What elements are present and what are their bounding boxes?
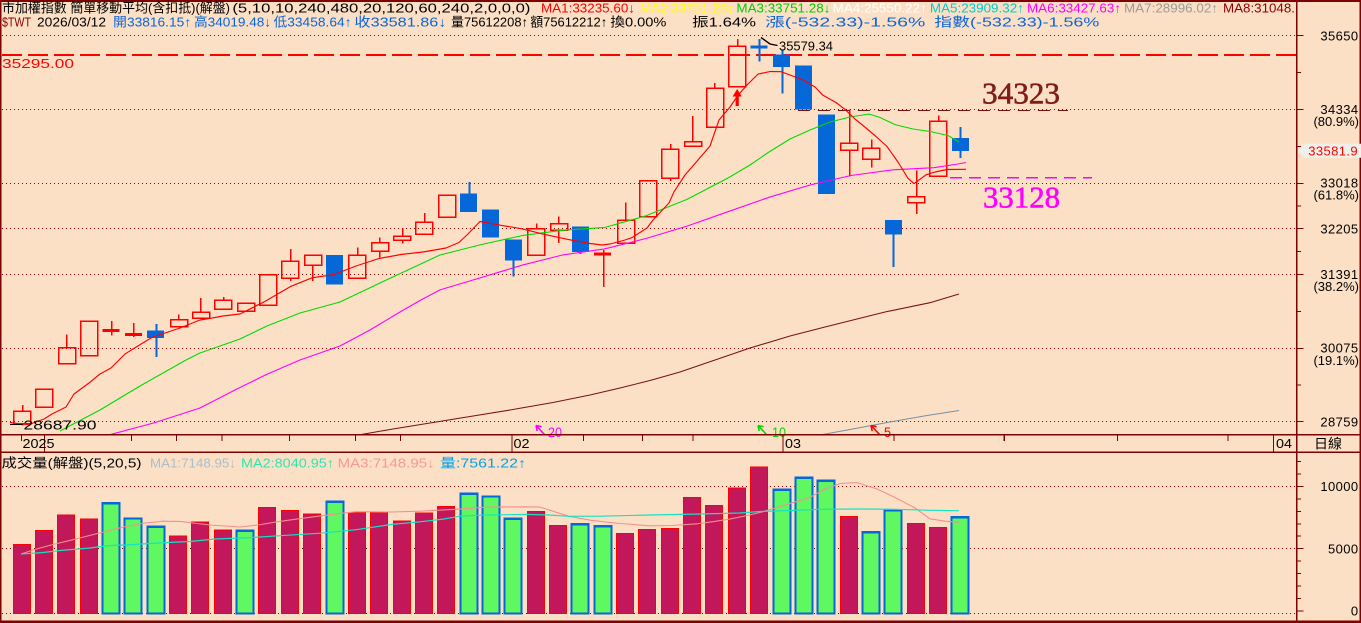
svg-text:2025: 2025: [23, 436, 55, 451]
svg-text:30075: 30075: [1320, 341, 1358, 356]
svg-text:MA6:33427.63↑: MA6:33427.63↑: [1027, 1, 1121, 16]
svg-text:MA3:7148.95↓: MA3:7148.95↓: [338, 456, 435, 471]
svg-text:10000: 10000: [1320, 479, 1358, 494]
svg-text:額75612212↑: 額75612212↑: [530, 15, 607, 30]
svg-text:34323: 34323: [982, 76, 1060, 111]
svg-text:28687.90: 28687.90: [24, 418, 97, 433]
svg-text:指數(-532.33)-1.56%: 指數(-532.33)-1.56%: [934, 15, 1100, 30]
svg-text:03: 03: [785, 436, 801, 451]
svg-text:35295.00: 35295.00: [2, 56, 74, 71]
svg-text:換0.00%: 換0.00%: [610, 15, 666, 30]
svg-text:$TWT: $TWT: [2, 15, 31, 30]
svg-text:MA1:33235.60↓: MA1:33235.60↓: [541, 1, 635, 16]
svg-text:成交量(解盤)(5,20,5): 成交量(解盤)(5,20,5): [2, 456, 142, 471]
svg-text:MA4:25550.22↑: MA4:25550.22↑: [833, 1, 927, 16]
svg-text:31391: 31391: [1320, 267, 1358, 282]
svg-text:0: 0: [1351, 604, 1359, 619]
svg-text:35650: 35650: [1320, 28, 1358, 43]
svg-text:MA5:23909.32↑: MA5:23909.32↑: [930, 1, 1024, 16]
svg-text:量75612208↑: 量75612208↑: [451, 15, 528, 30]
svg-text:33581.9: 33581.9: [1308, 144, 1358, 159]
svg-text:32205: 32205: [1320, 221, 1358, 236]
svg-text:日線: 日線: [1314, 437, 1343, 452]
svg-text:MA3:33751.28↓: MA3:33751.28↓: [736, 1, 830, 16]
svg-text:(80.9%): (80.9%): [1313, 114, 1359, 129]
svg-text:(38.2%): (38.2%): [1313, 279, 1359, 294]
svg-text:振1.64%: 振1.64%: [692, 15, 757, 30]
svg-text:5000: 5000: [1328, 541, 1359, 556]
svg-text:33128: 33128: [983, 180, 1060, 215]
svg-text:量:7561.22↑: 量:7561.22↑: [440, 456, 526, 471]
svg-text:(61.8%): (61.8%): [1313, 188, 1359, 203]
svg-text:35579.34: 35579.34: [779, 39, 833, 54]
svg-text:收33581.86↓: 收33581.86↓: [354, 15, 446, 30]
svg-text:MA2:8040.95↑: MA2:8040.95↑: [241, 456, 334, 471]
svg-text:高34019.48↓: 高34019.48↓: [194, 15, 271, 30]
svg-text:33018: 33018: [1320, 176, 1358, 191]
svg-text:(5,10,10,240,480,20,120,60,240: (5,10,10,240,480,20,120,60,240,2,0,0,0): [232, 1, 530, 16]
svg-text:MA2:33751.28↓: MA2:33751.28↓: [640, 1, 734, 16]
svg-text:開33816.15↑: 開33816.15↑: [113, 15, 191, 30]
svg-text:28759: 28759: [1320, 415, 1358, 430]
svg-text:MA8:31048.: MA8:31048.: [1223, 1, 1295, 16]
svg-text:市加權指數 簡單移動平均(含扣抵)(解盤): 市加權指數 簡單移動平均(含扣抵)(解盤): [2, 1, 230, 16]
svg-text:MA7:28996.02↑: MA7:28996.02↑: [1124, 1, 1218, 16]
svg-text:(19.1%): (19.1%): [1313, 353, 1359, 368]
svg-text:04: 04: [1276, 436, 1292, 451]
svg-text:20: 20: [548, 424, 562, 440]
svg-text:34334: 34334: [1320, 102, 1358, 117]
svg-text:低33458.64↑: 低33458.64↑: [274, 15, 352, 30]
svg-text:5: 5: [884, 424, 891, 440]
svg-text:MA1:7148.95↓: MA1:7148.95↓: [150, 456, 236, 471]
svg-text:02: 02: [514, 436, 530, 451]
svg-text:漲(-532.33)-1.56%: 漲(-532.33)-1.56%: [765, 15, 926, 30]
svg-text:2026/03/12: 2026/03/12: [37, 15, 106, 30]
